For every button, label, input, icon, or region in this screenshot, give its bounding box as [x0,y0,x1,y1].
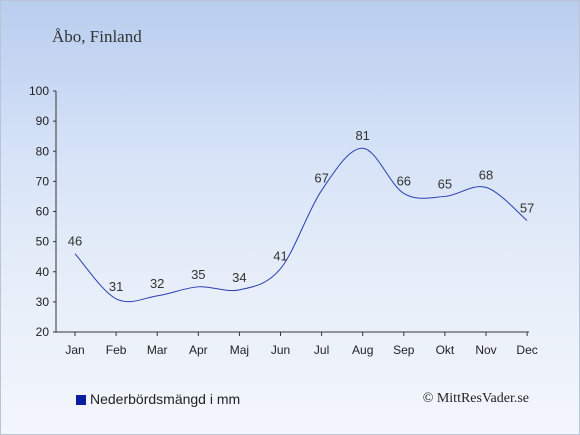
data-label-jan: 46 [68,234,82,249]
y-tick-label: 80 [36,144,50,158]
data-label-aug: 81 [355,128,369,143]
y-tick-label: 60 [36,205,50,219]
x-tick-label-okt: Okt [436,343,455,357]
data-label-nov: 68 [479,167,493,182]
credit-text: © MittResVader.se [422,391,529,406]
x-tick-label-dec: Dec [516,343,537,357]
legend-label: Nederbördsmängd i mm [90,391,241,407]
data-label-mar: 32 [150,276,164,291]
x-tick-label-sep: Sep [393,343,415,357]
precipitation-chart: 20 30 40 50 60 70 80 90 100 Jan Feb Mar Apr Maj Jun Ju… [29,84,538,357]
data-label-dec: 57 [520,201,534,216]
x-tick-label-jun: Jun [271,343,290,357]
data-label-okt: 65 [438,176,452,191]
x-tick-label-mar: Mar [147,343,168,357]
legend: Nederbördsmängd i mm [76,391,240,407]
x-tick-label-jan: Jan [65,343,84,357]
x-tick-label-maj: Maj [230,343,249,357]
y-tick-label: 20 [36,325,50,339]
y-tick-label: 40 [36,265,50,279]
x-tick-label-nov: Nov [475,343,496,357]
x-tick-label-feb: Feb [106,343,127,357]
x-tick-label-aug: Aug [352,343,373,357]
y-tick-label: 30 [36,295,50,309]
y-tick-label: 100 [29,84,49,98]
data-label-jun: 41 [273,249,287,264]
precipitation-series-line [74,147,528,303]
data-label-jul: 67 [314,170,328,185]
data-label-apr: 35 [191,267,205,282]
data-label-sep: 66 [397,173,411,188]
y-tick-label: 50 [36,235,50,249]
y-tick-label: 70 [36,174,50,188]
x-tick-label-apr: Apr [189,343,208,357]
chart-title: Åbo, Finland [52,27,142,46]
legend-swatch [76,395,86,405]
x-tick-label-jul: Jul [314,343,329,357]
data-label-feb: 31 [109,279,123,294]
data-label-maj: 34 [232,270,246,285]
y-tick-label: 90 [36,114,50,128]
